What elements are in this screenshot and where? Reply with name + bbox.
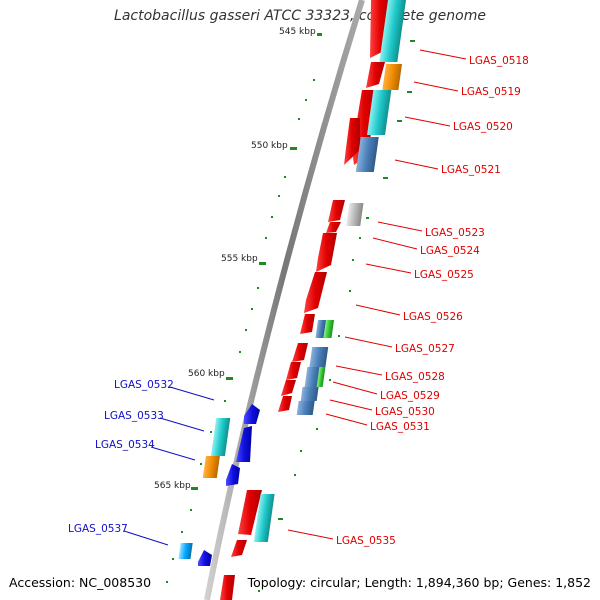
- gene-label[interactable]: LGAS_0533: [104, 410, 164, 422]
- cds-arrow: [226, 464, 240, 486]
- reverse-strand-features: [178, 404, 260, 566]
- feature-bar: [296, 401, 315, 415]
- gene-label[interactable]: LGAS_0532: [114, 379, 174, 391]
- cds-arrow: [366, 62, 385, 88]
- cds-arrow: [316, 233, 337, 272]
- feature-bar: [210, 418, 231, 456]
- cds-arrow: [292, 343, 308, 362]
- cds-arrow: [244, 404, 260, 424]
- gene-label[interactable]: LGAS_0528: [385, 371, 445, 383]
- tick-label: 555 kbp: [221, 254, 258, 264]
- feature-bar: [304, 367, 322, 387]
- cds-arrow: [304, 272, 327, 313]
- genome-backbone: [204, 0, 365, 600]
- cds-arrow: [278, 396, 292, 412]
- feature-bar: [316, 367, 326, 387]
- tick-label: 560 kbp: [188, 369, 225, 379]
- gene-label[interactable]: LGAS_0531: [370, 421, 430, 433]
- feature-bar: [178, 543, 193, 559]
- gene-label[interactable]: LGAS_0527: [395, 343, 455, 355]
- gene-label[interactable]: LGAS_0537: [68, 523, 128, 535]
- cds-arrow: [238, 490, 262, 535]
- gene-label[interactable]: LGAS_0530: [375, 406, 435, 418]
- feature-bar: [346, 203, 364, 226]
- cds-arrow: [328, 200, 345, 222]
- gene-label[interactable]: LGAS_0521: [441, 164, 501, 176]
- scale-minor-ticks: [166, 40, 415, 592]
- gene-label[interactable]: LGAS_0518: [469, 55, 529, 67]
- feature-bar: [300, 387, 319, 401]
- gene-label[interactable]: LGAS_0523: [425, 227, 485, 239]
- gene-label[interactable]: LGAS_0534: [95, 439, 155, 451]
- left-gene-labels: [123, 386, 215, 546]
- tick-label: 550 kbp: [251, 141, 288, 151]
- cds-arrow: [198, 550, 212, 566]
- right-gene-labels: [287, 49, 467, 540]
- feature-bar: [309, 347, 329, 367]
- gene-label[interactable]: LGAS_0535: [336, 535, 396, 547]
- cds-arrow: [231, 540, 247, 557]
- accession-text: Accession: NC_008530: [9, 575, 152, 590]
- feature-bar: [367, 90, 392, 135]
- right-gene-label-texts: LGAS_0518 LGAS_0519 LGAS_0520 LGAS_0521 …: [336, 55, 529, 547]
- gene-label[interactable]: LGAS_0519: [461, 86, 521, 98]
- gene-label[interactable]: LGAS_0526: [403, 311, 463, 323]
- feature-bar: [355, 137, 379, 172]
- gene-label[interactable]: LGAS_0525: [414, 269, 474, 281]
- feature-bar: [315, 320, 327, 338]
- tick-label: 545 kbp: [279, 27, 316, 37]
- cds-arrow: [300, 314, 315, 334]
- genome-stats-text: Topology: circular; Length: 1,894,360 bp…: [247, 575, 591, 590]
- gene-label[interactable]: LGAS_0520: [453, 121, 513, 133]
- cds-arrow: [220, 575, 235, 600]
- cds-arrow: [236, 426, 252, 462]
- scale-major-ticks: 545 kbp 550 kbp 555 kbp 560 kbp 565 kbp: [154, 27, 322, 491]
- cds-arrow: [281, 380, 296, 396]
- feature-bar: [382, 64, 403, 90]
- forward-strand-features: [220, 0, 406, 600]
- gene-label[interactable]: LGAS_0529: [380, 390, 440, 402]
- feature-bar: [323, 320, 335, 338]
- left-gene-label-texts: LGAS_0532 LGAS_0533 LGAS_0534 LGAS_0537: [68, 379, 174, 535]
- feature-bar: [202, 456, 220, 478]
- gene-label[interactable]: LGAS_0524: [420, 245, 480, 257]
- feature-bar: [379, 0, 406, 62]
- feature-bar: [253, 494, 275, 542]
- tick-label: 565 kbp: [154, 481, 191, 491]
- cds-arrow: [326, 222, 341, 233]
- cds-arrow: [344, 118, 360, 165]
- cds-arrow: [286, 362, 301, 380]
